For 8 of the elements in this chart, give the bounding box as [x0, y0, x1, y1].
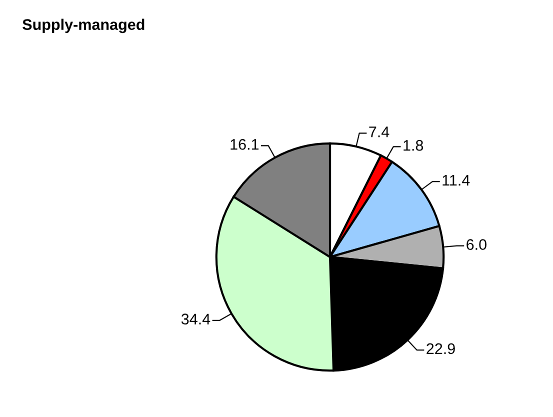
data-label: 7.4	[369, 126, 390, 138]
chart-title: Supply-managed	[22, 18, 144, 34]
data-label: 6.0	[466, 239, 486, 250]
data-label: 22.9	[426, 343, 455, 354]
data-label: 16.1	[230, 138, 259, 150]
data-label: 1.8	[404, 140, 424, 151]
data-label: 34.4	[181, 314, 210, 324]
data-label: 11.4	[442, 175, 470, 186]
